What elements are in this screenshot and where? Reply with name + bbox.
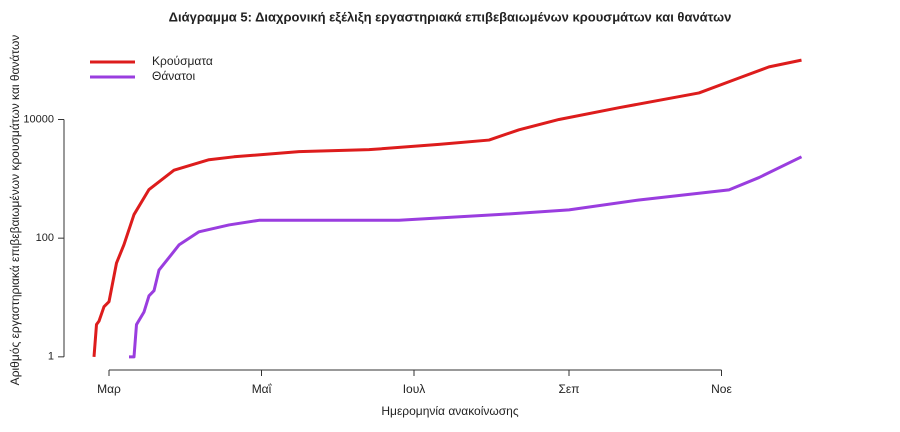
y-tick-label: 10000 bbox=[23, 113, 54, 125]
x-tick-label: Νοε bbox=[711, 382, 732, 396]
chart-title: Διάγραμμα 5: Διαχρονική εξέλιξη εργαστηρ… bbox=[169, 9, 732, 24]
y-tick-label: 100 bbox=[36, 232, 54, 244]
line bbox=[92, 58, 802, 357]
x-tick-label: Ιουλ bbox=[403, 382, 426, 396]
legend-label: Θάνατοι bbox=[152, 69, 195, 83]
legend-label: Κρούσματα bbox=[152, 54, 213, 68]
x-axis-label: Ημερομηνία ανακοίνωσης bbox=[381, 404, 518, 418]
line bbox=[129, 155, 803, 359]
x-tick-label: Μαΐ bbox=[252, 382, 273, 396]
y-axis-label: Αριθμός εργαστηριακά επιβεβαιωμένων κρου… bbox=[8, 35, 22, 386]
x-tick-label: Μαρ bbox=[97, 382, 121, 396]
x-tick-label: Σεπ bbox=[558, 382, 579, 396]
y-tick-label: 1 bbox=[48, 351, 54, 363]
